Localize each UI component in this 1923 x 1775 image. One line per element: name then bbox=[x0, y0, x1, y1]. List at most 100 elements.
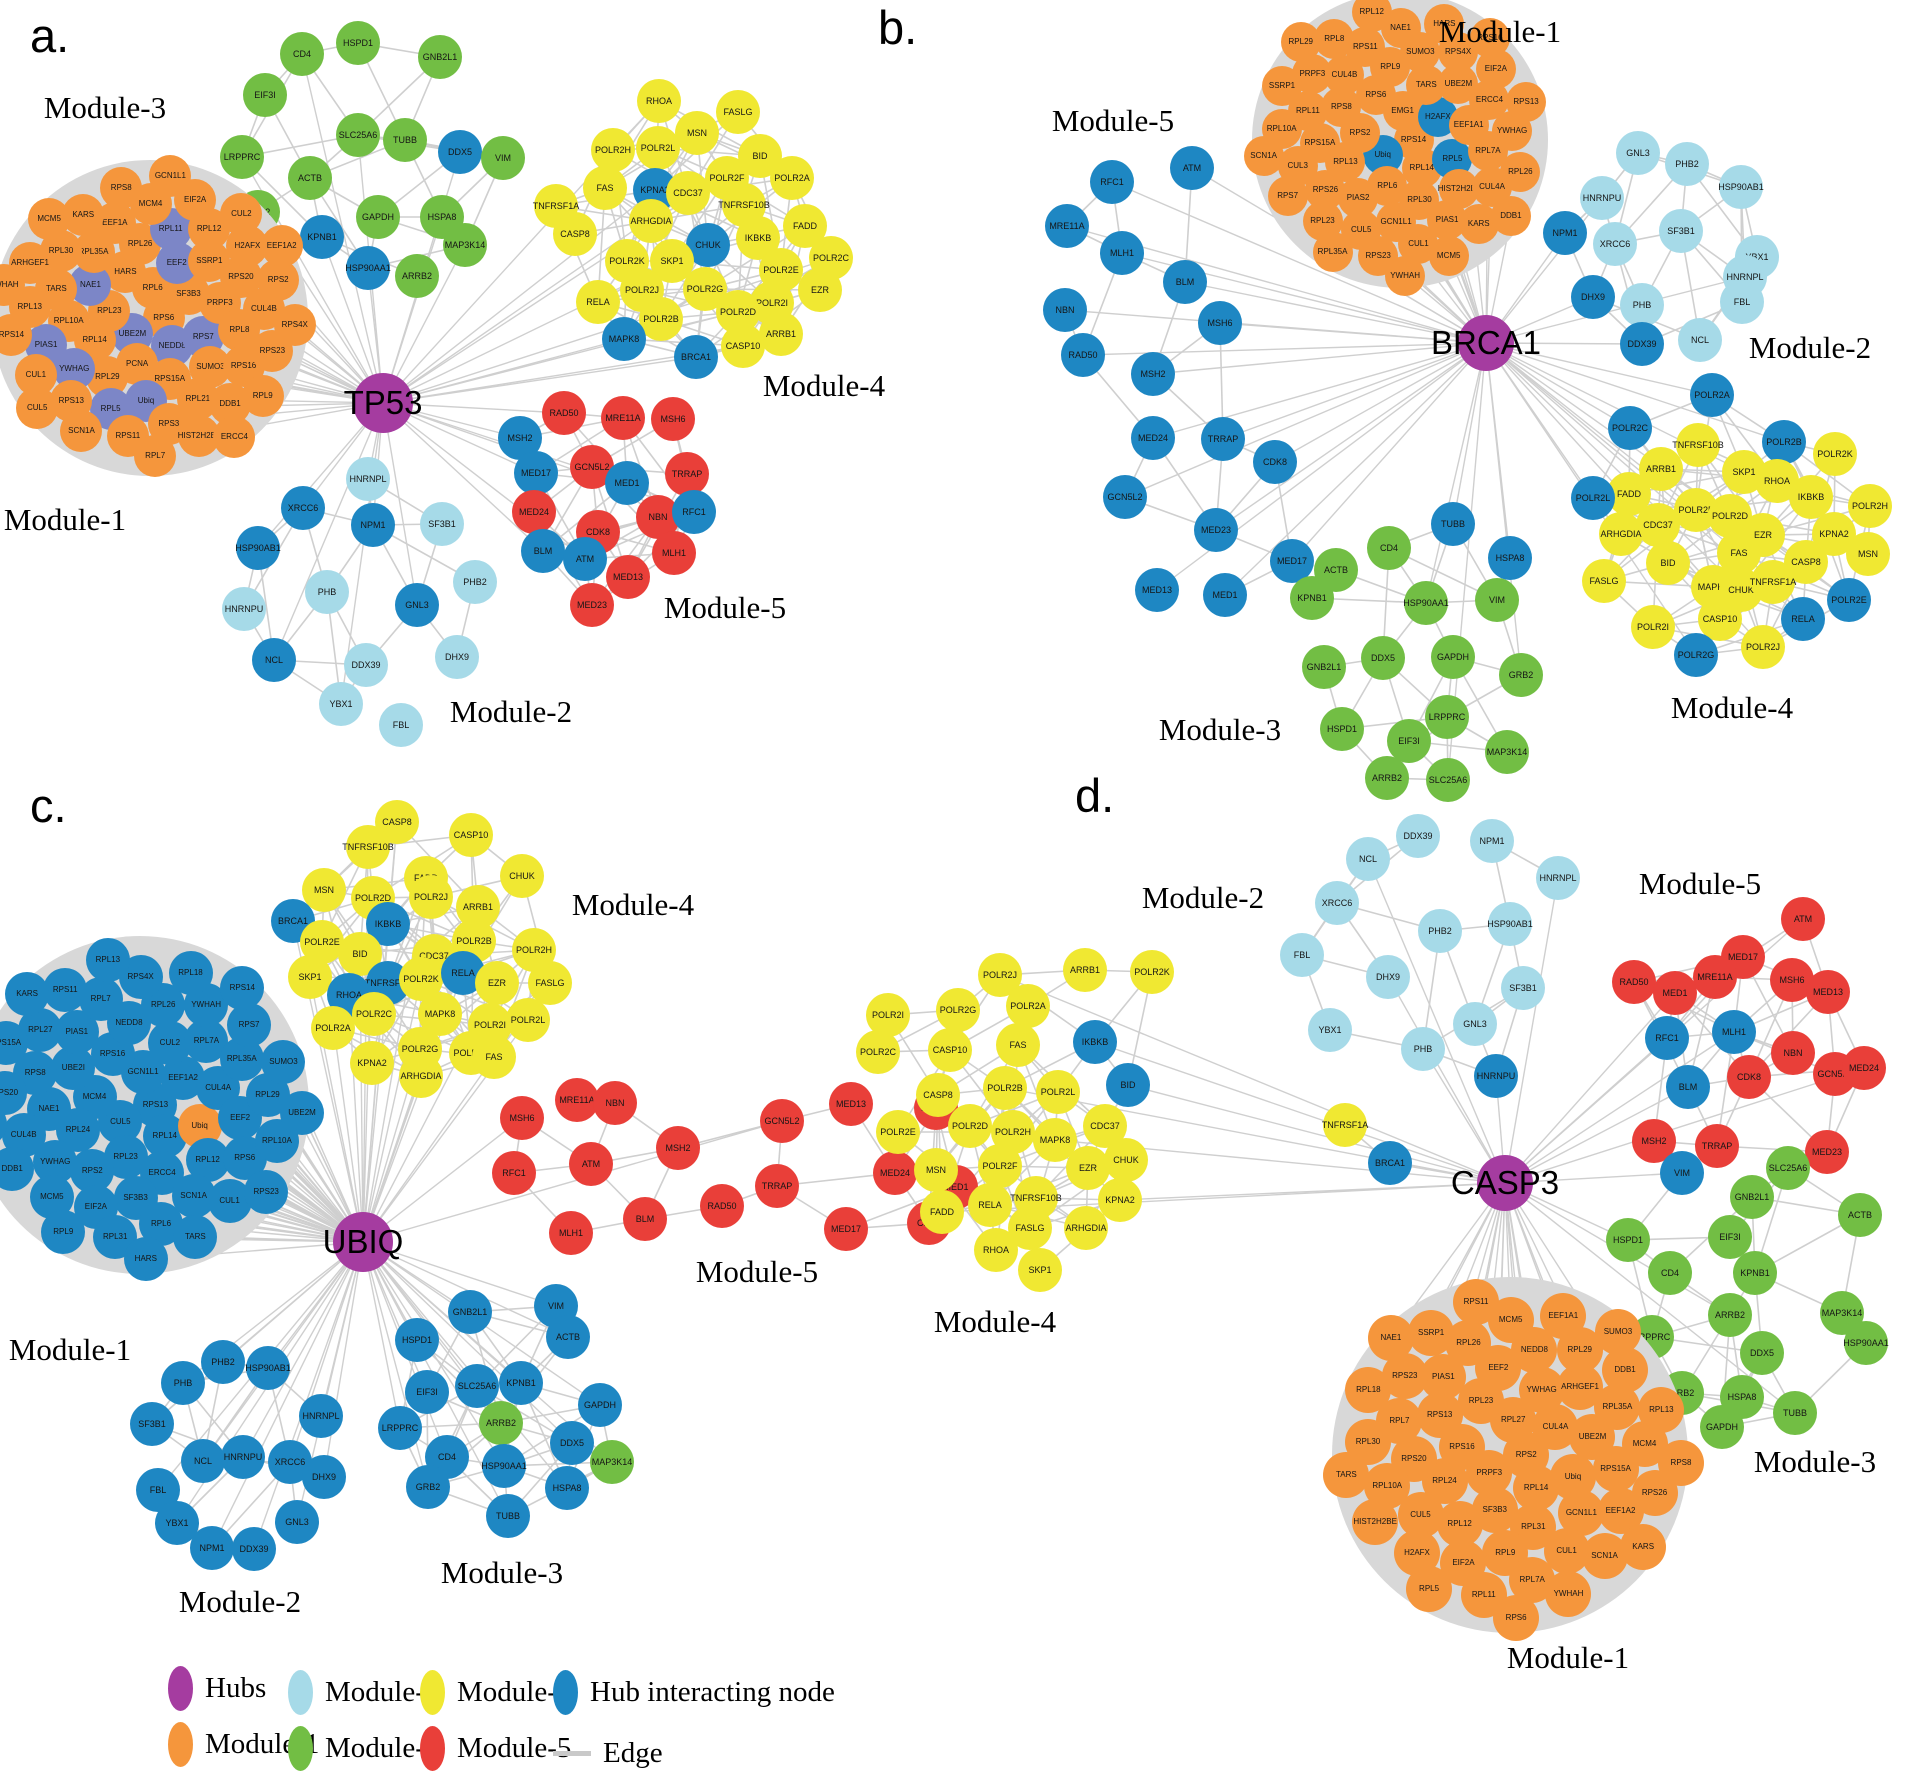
node-MED24[interactable]: MED24 bbox=[1131, 416, 1175, 460]
node-MRE11A[interactable]: MRE11A bbox=[1045, 204, 1089, 248]
node-RFC1[interactable]: RFC1 bbox=[672, 490, 716, 534]
node-VIM[interactable]: VIM bbox=[1475, 578, 1519, 622]
node-MED13[interactable]: MED13 bbox=[606, 555, 650, 599]
node-MED23[interactable]: MED23 bbox=[570, 583, 614, 627]
node-MED17[interactable]: MED17 bbox=[514, 451, 558, 495]
node-MAP3K14[interactable]: MAP3K14 bbox=[1485, 730, 1529, 774]
node-NPM1[interactable]: NPM1 bbox=[1543, 211, 1587, 255]
node-RHOA[interactable]: RHOA bbox=[637, 79, 681, 123]
node-TUBB[interactable]: TUBB bbox=[383, 118, 427, 162]
node-FASLG[interactable]: FASLG bbox=[716, 90, 760, 134]
node-HSPA8[interactable]: HSPA8 bbox=[1488, 536, 1532, 580]
node-MLH1[interactable]: MLH1 bbox=[1100, 231, 1144, 275]
node-TNFRSF10B[interactable]: TNFRSF10B bbox=[1672, 423, 1724, 467]
node-RHOA[interactable]: RHOA bbox=[1755, 459, 1799, 503]
node-PHB[interactable]: PHB bbox=[1620, 283, 1664, 327]
node-POLR2L[interactable]: POLR2L bbox=[636, 126, 680, 170]
node-CASP10[interactable]: CASP10 bbox=[1698, 597, 1742, 641]
node-POLR2I[interactable]: POLR2I bbox=[1631, 605, 1675, 649]
node-GCN1L1[interactable]: GCN1L1 bbox=[149, 155, 192, 198]
node-GAPDH[interactable]: GAPDH bbox=[1431, 635, 1475, 679]
node-GNB2L1[interactable]: GNB2L1 bbox=[418, 35, 462, 79]
node-EEF1A2[interactable]: EEF1A2 bbox=[260, 224, 303, 267]
node-GAPDH[interactable]: GAPDH bbox=[356, 195, 400, 239]
node-MED1[interactable]: MED1 bbox=[1203, 573, 1247, 617]
node-MSN[interactable]: MSN bbox=[1846, 532, 1890, 576]
node-BLM[interactable]: BLM bbox=[521, 529, 565, 573]
node-ARHGDIA[interactable]: ARHGDIA bbox=[629, 199, 673, 243]
node-GCN5L2[interactable]: GCN5L2 bbox=[1103, 475, 1147, 519]
node-MSH6[interactable]: MSH6 bbox=[1198, 301, 1242, 345]
node-GNB2L1[interactable]: GNB2L1 bbox=[1302, 645, 1346, 689]
node-RPL9[interactable]: RPL9 bbox=[241, 374, 284, 417]
node-LRPPRC[interactable]: LRPPRC bbox=[220, 135, 264, 179]
node-MAPK8[interactable]: MAPK8 bbox=[602, 317, 646, 361]
node-CDK8[interactable]: CDK8 bbox=[1253, 440, 1297, 484]
node-CD4[interactable]: CD4 bbox=[1367, 526, 1411, 570]
node-PHB[interactable]: PHB bbox=[305, 570, 349, 614]
node-ARRB2[interactable]: ARRB2 bbox=[1365, 756, 1409, 800]
node-TNFRSF1A[interactable]: TNFRSF1A bbox=[1750, 560, 1796, 604]
node-XRCC6[interactable]: XRCC6 bbox=[281, 486, 325, 530]
node-CDC37[interactable]: CDC37 bbox=[1636, 503, 1680, 547]
node-ARHGDIA[interactable]: ARHGDIA bbox=[1599, 512, 1643, 556]
node-POLR2H[interactable]: POLR2H bbox=[1848, 484, 1892, 528]
node-LRPPRC[interactable]: LRPPRC bbox=[1425, 695, 1469, 739]
node-PHB2[interactable]: PHB2 bbox=[1665, 142, 1709, 186]
node-KPNB1[interactable]: KPNB1 bbox=[1290, 576, 1334, 620]
node-VIM[interactable]: VIM bbox=[481, 136, 525, 180]
node-BRCA1[interactable]: BRCA1 bbox=[674, 335, 718, 379]
node-GNL3[interactable]: GNL3 bbox=[1616, 131, 1660, 175]
node-RELA[interactable]: RELA bbox=[576, 280, 620, 324]
node-CD4[interactable]: CD4 bbox=[280, 32, 324, 76]
node-CUL5[interactable]: CUL5 bbox=[16, 387, 59, 430]
node-MRE11A[interactable]: MRE11A bbox=[601, 396, 645, 440]
node-ERCC4[interactable]: ERCC4 bbox=[213, 415, 256, 458]
node-DDX39[interactable]: DDX39 bbox=[1620, 322, 1664, 366]
node-DDX5[interactable]: DDX5 bbox=[438, 130, 482, 174]
node-RPS8[interactable]: RPS8 bbox=[100, 167, 143, 210]
node-KPNB1[interactable]: KPNB1 bbox=[300, 215, 344, 259]
node-DHX9[interactable]: DHX9 bbox=[435, 635, 479, 679]
node-GNL3[interactable]: GNL3 bbox=[395, 583, 439, 627]
node-POLR2B[interactable]: POLR2B bbox=[639, 297, 683, 341]
node-ATM[interactable]: ATM bbox=[1170, 146, 1214, 190]
node-BLM[interactable]: BLM bbox=[1163, 260, 1207, 304]
node-TRRAP[interactable]: TRRAP bbox=[1201, 417, 1245, 461]
node-SF3B1[interactable]: SF3B1 bbox=[420, 502, 464, 546]
node-RPL7[interactable]: RPL7 bbox=[134, 434, 177, 477]
node-ARRB1[interactable]: ARRB1 bbox=[759, 312, 803, 356]
node-SLC25A6[interactable]: SLC25A6 bbox=[336, 113, 380, 157]
node-HSP90AB1[interactable]: HSP90AB1 bbox=[235, 526, 281, 570]
node-MED24[interactable]: MED24 bbox=[512, 490, 556, 534]
node-NCL[interactable]: NCL bbox=[252, 638, 296, 682]
node-HNRNPL[interactable]: HNRNPL bbox=[346, 457, 390, 501]
node-PHB2[interactable]: PHB2 bbox=[453, 560, 497, 604]
node-NBN[interactable]: NBN bbox=[1043, 288, 1087, 332]
node-RELA[interactable]: RELA bbox=[1781, 597, 1825, 641]
node-MAP3K14[interactable]: MAP3K14 bbox=[443, 223, 487, 267]
node-CASP10[interactable]: CASP10 bbox=[721, 324, 765, 368]
node-MSN[interactable]: MSN bbox=[675, 111, 719, 155]
node-MED23[interactable]: MED23 bbox=[1194, 508, 1238, 552]
node-HSP90AA1[interactable]: HSP90AA1 bbox=[345, 246, 391, 290]
node-SLC25A6[interactable]: SLC25A6 bbox=[1426, 758, 1470, 802]
node-DDX39[interactable]: DDX39 bbox=[344, 643, 388, 687]
node-EIF3I[interactable]: EIF3I bbox=[1387, 719, 1431, 763]
node-CASP8[interactable]: CASP8 bbox=[553, 212, 597, 256]
node-POLR2A[interactable]: POLR2A bbox=[1690, 373, 1734, 417]
node-DDX5[interactable]: DDX5 bbox=[1361, 636, 1405, 680]
node-FAS[interactable]: FAS bbox=[583, 166, 627, 210]
node-CUL2[interactable]: CUL2 bbox=[220, 192, 263, 235]
node-RPS14[interactable]: RPS14 bbox=[0, 313, 33, 356]
node-POLR2H[interactable]: POLR2H bbox=[591, 128, 635, 172]
node-SCN1A[interactable]: SCN1A bbox=[60, 410, 103, 453]
node-EZR[interactable]: EZR bbox=[798, 268, 842, 312]
node-HSP90AB1[interactable]: HSP90AB1 bbox=[1718, 165, 1764, 209]
node-NCL[interactable]: NCL bbox=[1678, 318, 1722, 362]
node-IKBKB[interactable]: IKBKB bbox=[1789, 475, 1833, 519]
node-POLR2B[interactable]: POLR2B bbox=[1762, 420, 1806, 464]
node-FBL[interactable]: FBL bbox=[1720, 280, 1764, 324]
node-POLR2A[interactable]: POLR2A bbox=[770, 156, 814, 200]
node-BID[interactable]: BID bbox=[1646, 541, 1690, 585]
